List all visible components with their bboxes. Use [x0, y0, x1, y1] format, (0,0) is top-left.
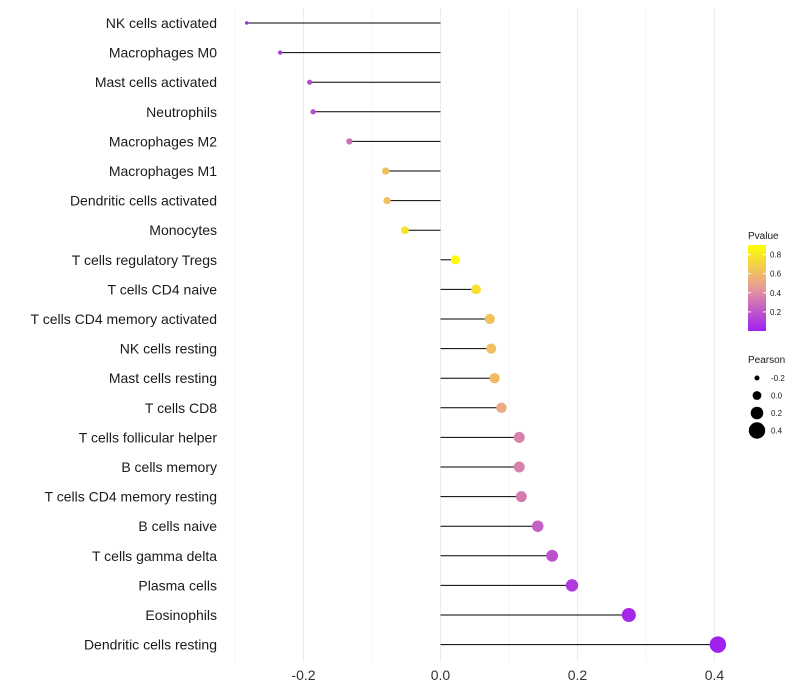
lollipop-point — [346, 138, 353, 145]
lollipop-point — [310, 109, 316, 115]
stems-layer — [246, 22, 718, 646]
pearson-legend-label: 0.4 — [771, 427, 783, 436]
lollipop-point — [513, 461, 525, 473]
category-labels: NK cells activated Macrophages M0 Mast cel… — [31, 15, 218, 653]
pearson-legend: Pearson -0.2 0.0 0.2 0.4 — [748, 355, 785, 439]
pvalue-tick-label: 0.4 — [770, 289, 782, 298]
pearson-legend-label: 0.0 — [771, 392, 783, 401]
category-label: Dendritic cells activated — [70, 193, 217, 209]
pvalue-tick-label: 0.8 — [770, 251, 782, 260]
lollipop-point — [382, 167, 390, 175]
points-layer — [244, 21, 727, 653]
category-label: Mast cells activated — [95, 74, 217, 90]
category-label: Neutrophils — [146, 104, 217, 120]
lollipop-point — [244, 21, 249, 25]
category-label: B cells naive — [138, 518, 217, 534]
category-label: T cells follicular helper — [79, 429, 218, 445]
pvalue-tick-label: 0.6 — [770, 270, 782, 279]
lollipop-point — [400, 226, 409, 235]
lollipop-point — [513, 431, 525, 443]
category-label: Monocytes — [149, 222, 217, 238]
pearson-legend-title: Pearson — [748, 355, 785, 366]
pearson-legend-label: -0.2 — [771, 374, 785, 383]
lollipop-point — [489, 373, 500, 384]
category-label: NK cells activated — [106, 15, 217, 31]
lollipop-point — [278, 50, 283, 55]
pvalue-tick-label: 0.2 — [770, 308, 782, 317]
category-label: T cells CD4 memory activated — [31, 311, 217, 327]
lollipop-point — [383, 196, 391, 205]
x-tick-label: 0.2 — [568, 667, 588, 683]
category-label: Macrophages M1 — [109, 163, 217, 179]
category-label: T cells CD4 naive — [108, 281, 218, 297]
category-label: Eosinophils — [145, 607, 217, 623]
x-tick-label: 0.4 — [705, 667, 725, 683]
lollipop-point — [531, 520, 544, 532]
lollipop-point — [621, 607, 636, 623]
category-label: T cells CD8 — [145, 400, 217, 416]
category-label: Dendritic cells resting — [84, 637, 217, 653]
x-tick-label: -0.2 — [291, 667, 315, 683]
lollipop-point — [515, 491, 527, 503]
category-label: Plasma cells — [138, 577, 217, 593]
pvalue-legend-title: Pvalue — [748, 231, 779, 242]
x-tick-labels: -0.2 0.0 0.2 0.4 — [291, 667, 724, 683]
lollipop-point — [565, 579, 579, 592]
lollipop-point — [709, 636, 727, 653]
pearson-legend-key — [754, 375, 760, 381]
category-label: T cells CD4 memory resting — [45, 489, 217, 505]
category-label: Macrophages M2 — [109, 133, 217, 149]
lollipop-point — [484, 313, 495, 325]
category-label: Mast cells resting — [109, 370, 217, 386]
grid-layer — [234, 8, 715, 662]
pvalue-legend: Pvalue 0.2 0.4 0.6 0.8 — [748, 231, 782, 331]
lollipop-point — [546, 549, 559, 562]
category-label: B cells memory — [121, 459, 217, 475]
category-label: Macrophages M0 — [109, 45, 217, 61]
x-tick-label: 0.0 — [431, 667, 451, 683]
lollipop-point — [307, 79, 313, 85]
lollipop-point — [486, 343, 497, 354]
lollipop-point — [450, 255, 461, 265]
pearson-legend-key — [752, 391, 762, 400]
category-label: NK cells resting — [120, 341, 217, 357]
category-label: T cells regulatory Tregs — [72, 252, 217, 268]
category-label: T cells gamma delta — [92, 548, 217, 564]
pvalue-colorbar — [748, 245, 766, 331]
pearson-legend-key — [750, 406, 764, 420]
lollipop-point — [496, 402, 507, 414]
pearson-legend-label: 0.2 — [771, 409, 783, 418]
lollipop-point — [471, 284, 481, 295]
pearson-legend-key — [748, 422, 766, 439]
